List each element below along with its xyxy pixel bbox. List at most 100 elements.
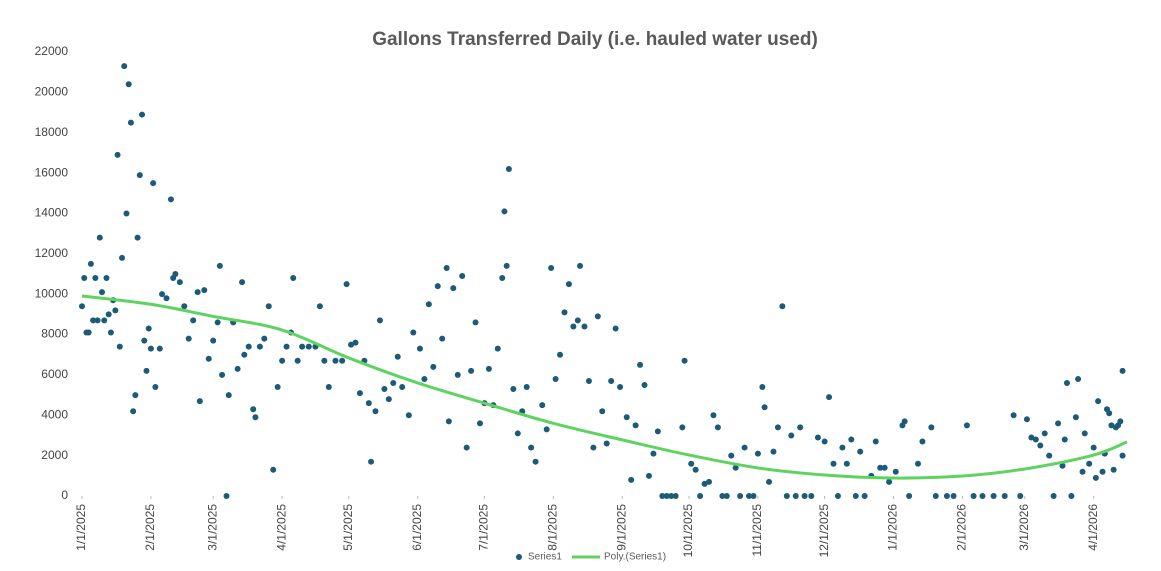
y-tick-label: 18000 (35, 125, 69, 139)
data-point (223, 493, 230, 499)
data-point (425, 301, 432, 308)
data-point (454, 371, 461, 378)
data-point (385, 396, 392, 403)
data-point (256, 343, 263, 350)
data-point (732, 464, 739, 471)
data-point (434, 283, 441, 290)
data-point (494, 345, 501, 352)
data-point (143, 367, 150, 374)
data-point (316, 303, 323, 310)
x-tick-label: 2/1/2026 (955, 504, 969, 551)
data-point (463, 444, 470, 451)
data-point (356, 390, 363, 397)
x-tick-label: 4/1/2025 (274, 504, 288, 551)
data-point (503, 262, 510, 269)
data-point (688, 460, 695, 467)
data-point (950, 493, 957, 499)
data-point (325, 384, 332, 391)
data-point (1037, 442, 1044, 449)
data-point (581, 323, 588, 330)
data-point (172, 271, 179, 277)
legend-swatch (516, 554, 522, 560)
x-tick-label: 7/1/2025 (477, 504, 491, 551)
y-tick-label: 8000 (41, 327, 68, 341)
data-point (132, 392, 139, 399)
x-tick-label: 1/1/2025 (74, 504, 88, 551)
data-point (156, 345, 163, 352)
data-point (96, 234, 103, 241)
data-point (472, 319, 479, 326)
data-point (485, 365, 492, 372)
data-point (234, 365, 241, 372)
x-tick-label: 6/1/2025 (410, 504, 424, 551)
data-point (915, 460, 921, 467)
data-point (1068, 493, 1075, 499)
trendline (81, 294, 1128, 480)
y-tick-label: 22000 (35, 44, 69, 58)
data-point (1041, 430, 1048, 437)
data-point (612, 325, 619, 332)
data-point (505, 166, 512, 173)
data-point (650, 450, 657, 457)
data-point (1001, 493, 1008, 499)
data-point (136, 172, 143, 179)
x-tick-label: 8/1/2025 (546, 504, 560, 551)
data-point (906, 493, 913, 499)
data-point (261, 335, 268, 342)
data-point (194, 289, 201, 296)
data-point (557, 351, 564, 358)
y-tick-label: 6000 (41, 367, 68, 381)
data-point (1017, 493, 1024, 499)
data-point (1061, 436, 1068, 443)
data-point (577, 262, 584, 269)
x-tick-label: 9/1/2025 (614, 504, 628, 551)
data-point (305, 343, 312, 350)
y-tick-label: 2000 (41, 448, 68, 462)
data-point (659, 493, 666, 499)
data-point (539, 402, 546, 409)
data-point (970, 493, 977, 499)
data-point (239, 279, 246, 286)
x-tick-label: 1/1/2026 (886, 504, 900, 551)
data-point (381, 386, 388, 393)
data-point (746, 493, 753, 499)
data-point (585, 377, 592, 384)
data-point (692, 466, 699, 473)
data-point (112, 307, 119, 314)
legend-label: Series1 (528, 552, 562, 563)
data-point (352, 339, 359, 346)
data-point (294, 357, 301, 364)
data-point (881, 464, 888, 471)
data-point (839, 444, 846, 451)
data-point (159, 291, 166, 298)
data-point (176, 279, 183, 286)
data-point (761, 404, 768, 411)
data-point (225, 392, 232, 399)
data-point (1059, 462, 1066, 469)
data-point (459, 273, 466, 280)
data-point (892, 468, 899, 475)
x-tick-label: 3/1/2025 (205, 504, 219, 551)
x-tick-label: 10/1/2025 (681, 504, 695, 558)
data-point (641, 382, 648, 388)
data-point (103, 275, 110, 282)
data-point (599, 408, 606, 415)
data-point (119, 254, 126, 261)
data-point (990, 493, 997, 499)
data-point (365, 400, 372, 407)
data-point (679, 424, 686, 431)
data-point (376, 317, 383, 324)
data-point (196, 398, 203, 405)
x-tick-label: 4/1/2026 (1086, 504, 1100, 551)
data-point (1099, 468, 1106, 475)
data-point (979, 493, 986, 499)
data-point (114, 151, 121, 158)
data-point (848, 436, 855, 443)
data-point (201, 287, 208, 294)
data-point (219, 371, 226, 378)
data-point (852, 493, 859, 499)
data-point (252, 414, 259, 421)
data-point (543, 426, 550, 433)
data-point (92, 275, 99, 282)
y-tick-label: 14000 (35, 206, 69, 220)
